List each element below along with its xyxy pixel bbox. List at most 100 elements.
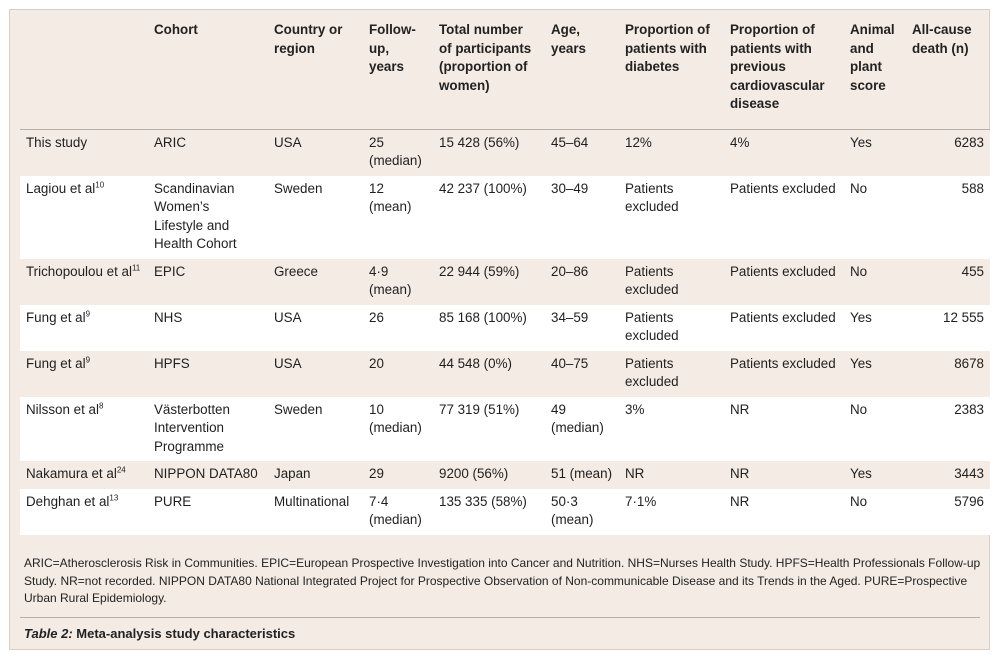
cell-cvd: NR [724,396,844,461]
cell-deaths: 3443 [906,461,990,489]
study-name: Dehghan et al [26,493,110,509]
cell-participants: 44 548 (0%) [433,350,545,397]
cell-cvd: Patients excluded [724,350,844,397]
cell-followup: 7·4 (median) [363,488,433,535]
cell-deaths: 455 [906,258,990,305]
cell-participants: 22 944 (59%) [433,258,545,305]
cell-cohort: Västerbotten Intervention Programme [148,396,268,461]
cell-deaths: 12 555 [906,304,990,351]
cell-country: Sweden [268,175,363,259]
cell-cvd: 4% [724,129,844,176]
table-caption: Table 2: Meta-analysis study characteris… [24,625,295,643]
column-header-country: Country or region [268,19,363,130]
cell-diabetes: Patients excluded [619,304,724,351]
cell-participants: 42 237 (100%) [433,175,545,259]
cell-followup: 26 [363,304,433,351]
cell-cohort: HPFS [148,350,268,397]
study-name: This study [26,134,88,150]
table-footnote: ARIC=Atherosclerosis Risk in Communities… [24,556,981,605]
cell-participants: 9200 (56%) [433,461,545,489]
cell-score: No [844,258,906,305]
table-row: This study ARIC USA 25 (median) 15 428 (56%)… [20,129,990,176]
reference-superscript: 8 [98,401,104,411]
cell-participants: 135 335 (58%) [433,488,545,535]
cell-country: Greece [268,258,363,305]
cell-cohort: ARIC [148,129,268,176]
cell-cohort: PURE [148,488,268,535]
cell-age: 49 (median) [545,396,619,461]
table-row: Nakamura et al24 NIPPON DATA80 Japan 29 9200… [20,461,990,489]
column-header-age: Age, years [545,19,619,130]
reference-superscript: 9 [85,309,91,319]
cell-deaths: 6283 [906,129,990,176]
column-header-score: Animal and plant score [844,19,906,130]
cell-cvd: Patients excluded [724,258,844,305]
cell-country: Japan [268,461,363,489]
cell-diabetes: 7·1% [619,488,724,535]
table-body: This study ARIC USA 25 (median) 15 428 (56%)… [20,129,990,535]
table-row: Dehghan et al13 PURE Multinational 7·4 (med… [20,488,990,535]
cell-country: USA [268,129,363,176]
study-characteristics-table: Cohort Country or region Follow-up, year… [20,19,990,535]
cell-diabetes: Patients excluded [619,258,724,305]
cell-cohort: EPIC [148,258,268,305]
cell-diabetes: NR [619,461,724,489]
cell-score: Yes [844,304,906,351]
reference-superscript: 13 [109,493,119,503]
cell-score: Yes [844,129,906,176]
caption-divider [20,617,980,618]
reference-superscript: 10 [95,180,105,190]
cell-study: Fung et al9 [20,304,148,351]
cell-deaths: 588 [906,175,990,259]
table-row: Fung et al9 NHS USA 26 85 168 (100%) 34–59 Pat… [20,304,990,351]
reference-superscript: 24 [116,465,126,475]
header-row: Cohort Country or region Follow-up, year… [20,19,990,130]
cell-participants: 85 168 (100%) [433,304,545,351]
cell-followup: 10 (median) [363,396,433,461]
cell-followup: 25 (median) [363,129,433,176]
cell-age: 30–49 [545,175,619,259]
column-header-followup: Follow-up, years [363,19,433,130]
cell-followup: 20 [363,350,433,397]
cell-diabetes: 3% [619,396,724,461]
cell-diabetes: Patients excluded [619,350,724,397]
cell-country: Sweden [268,396,363,461]
cell-deaths: 2383 [906,396,990,461]
column-header-participants: Total number of participants (proportion… [433,19,545,130]
cell-age: 45–64 [545,129,619,176]
cell-followup: 29 [363,461,433,489]
caption-label: Table 2: [24,626,73,641]
column-header-cohort: Cohort [148,19,268,130]
column-header-cvd: Proportion of patients with previous car… [724,19,844,130]
table-row: Lagiou et al10 Scandinavian Women’s Lifes… [20,175,990,259]
table-row: Trichopoulou et al11 EPIC Greece 4·9 (mean)… [20,258,990,305]
study-name: Fung et al [26,309,86,325]
cell-age: 50·3 (mean) [545,488,619,535]
cell-study: Trichopoulou et al11 [20,258,148,305]
cell-participants: 77 319 (51%) [433,396,545,461]
cell-cvd: NR [724,488,844,535]
cell-country: USA [268,350,363,397]
cell-deaths: 5796 [906,488,990,535]
cell-cohort: NIPPON DATA80 [148,461,268,489]
cell-age: 40–75 [545,350,619,397]
reference-superscript: 11 [131,263,141,273]
cell-study: Nilsson et al8 [20,396,148,461]
table-row: Nilsson et al8 Västerbotten Intervention … [20,396,990,461]
cell-followup: 12 (mean) [363,175,433,259]
caption-text: Meta-analysis study characteristics [76,626,296,641]
study-name: Nakamura et al [26,466,117,481]
cell-country: Multinational [268,488,363,535]
study-name: Lagiou et al [26,180,96,196]
cell-deaths: 8678 [906,350,990,397]
study-name: Nilsson et al [26,401,99,417]
cell-cvd: Patients excluded [724,175,844,259]
study-name: Fung et al [26,355,86,371]
cell-score: No [844,488,906,535]
cell-study: This study [20,129,148,176]
table-row: Fung et al9 HPFS USA 20 44 548 (0%) 40–75 Pati… [20,350,990,397]
cell-cvd: NR [724,461,844,489]
column-header-diabetes: Proportion of patients with diabetes [619,19,724,130]
cell-score: Yes [844,350,906,397]
cell-study: Lagiou et al10 [20,175,148,259]
